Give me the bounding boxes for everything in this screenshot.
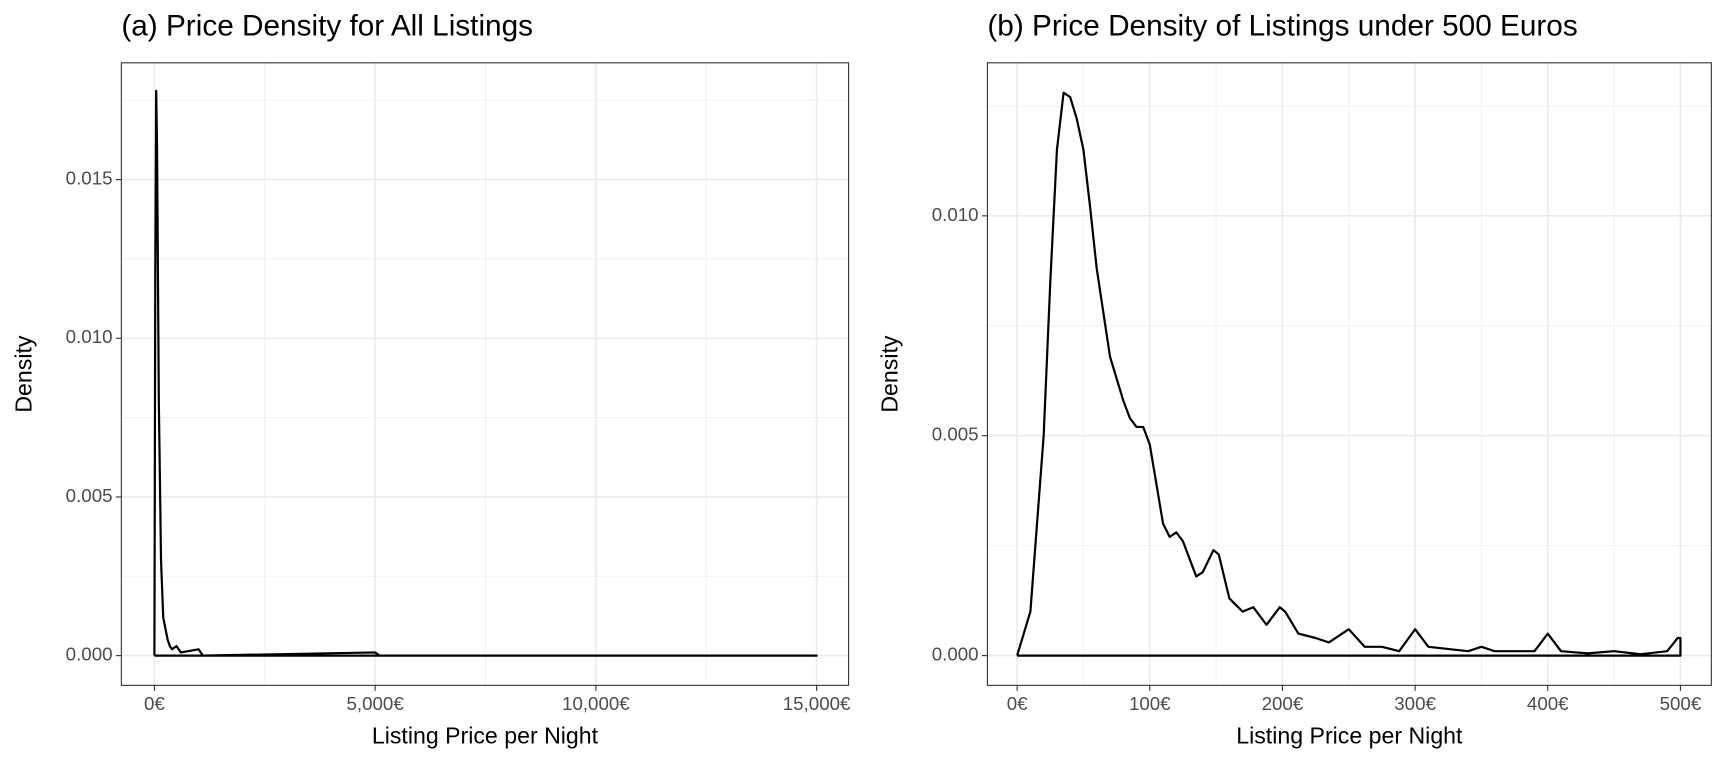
x-tick-label: 300€ xyxy=(1394,693,1436,714)
chart-title: (b) Price Density of Listings under 500 … xyxy=(987,9,1577,42)
chart-title: (a) Price Density for All Listings xyxy=(121,9,533,42)
y-axis-title: Density xyxy=(11,335,37,413)
panel-border xyxy=(986,62,1712,686)
x-tick-label: 5,000€ xyxy=(347,693,405,714)
x-tick-label: 0€ xyxy=(144,693,165,714)
x-tick-label: 100€ xyxy=(1129,693,1171,714)
y-tick-label: 0.000 xyxy=(66,644,113,665)
y-tick-label: 0.010 xyxy=(932,204,979,225)
panel-background xyxy=(121,62,849,686)
panel-background xyxy=(987,62,1712,686)
x-axis-title: Listing Price per Night xyxy=(1236,722,1463,748)
y-tick-label: 0.005 xyxy=(66,485,113,506)
y-tick-label: 0.000 xyxy=(932,644,979,665)
density-line xyxy=(1016,91,1682,657)
x-tick-label: 10,000€ xyxy=(562,693,630,714)
x-tick-label: 0€ xyxy=(1007,693,1028,714)
density-line xyxy=(153,89,818,657)
x-tick-label: 400€ xyxy=(1527,693,1569,714)
y-tick-label: 0.010 xyxy=(66,326,113,347)
y-tick-label: 0.015 xyxy=(66,168,113,189)
panel-border xyxy=(120,62,850,686)
y-tick-label: 0.005 xyxy=(932,424,979,445)
x-tick-label: 200€ xyxy=(1262,693,1304,714)
x-tick-label: 15,000€ xyxy=(783,693,851,714)
x-tick-label: 500€ xyxy=(1660,693,1702,714)
y-axis-title: Density xyxy=(877,335,903,413)
x-axis-title: Listing Price per Night xyxy=(372,722,599,748)
